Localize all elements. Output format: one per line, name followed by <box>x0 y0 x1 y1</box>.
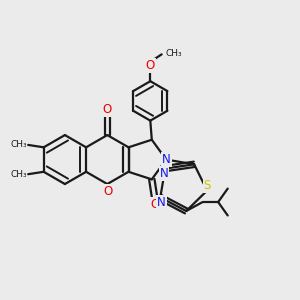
Text: CH₃: CH₃ <box>10 140 27 149</box>
Text: N: N <box>157 196 166 209</box>
Text: CH₃: CH₃ <box>10 170 27 179</box>
Text: O: O <box>103 103 112 116</box>
Text: CH₃: CH₃ <box>165 49 182 58</box>
Text: S: S <box>203 179 211 192</box>
Text: O: O <box>150 198 159 211</box>
Text: N: N <box>160 167 168 180</box>
Text: O: O <box>103 185 112 198</box>
Text: O: O <box>146 59 155 72</box>
Text: N: N <box>162 153 171 166</box>
